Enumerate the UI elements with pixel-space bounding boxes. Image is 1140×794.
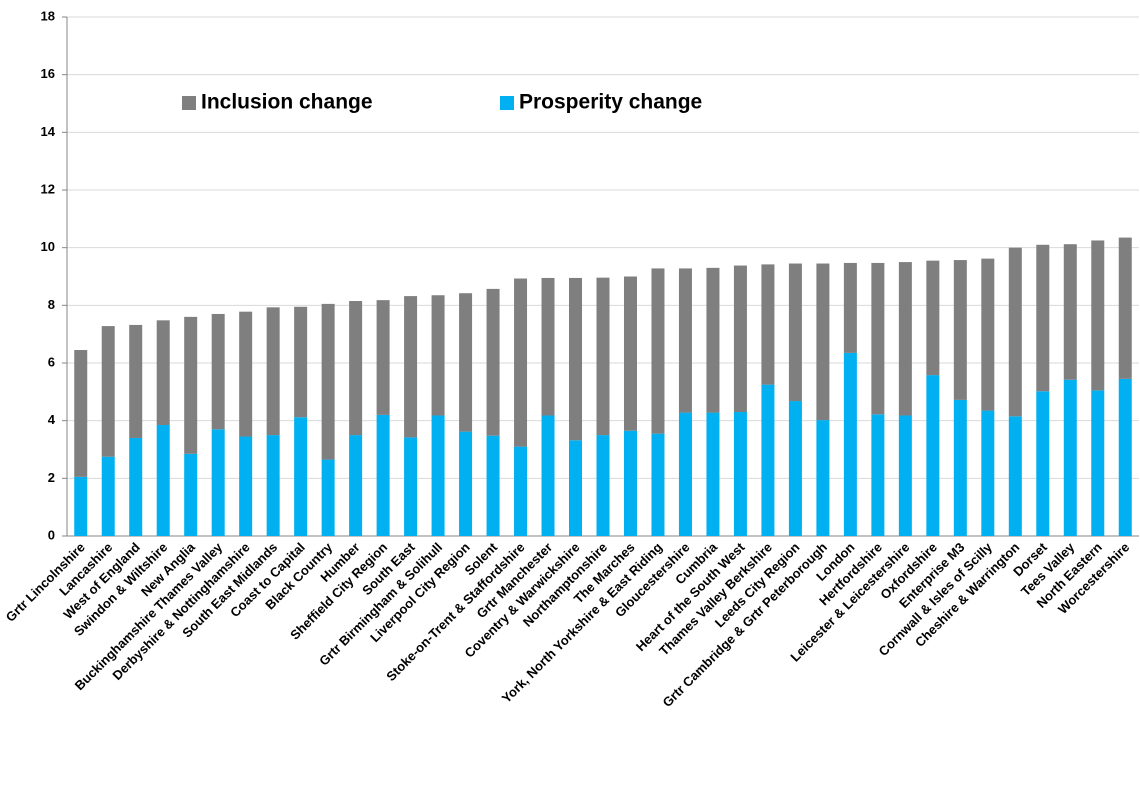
legend-swatch (182, 96, 196, 110)
bar-segment (898, 262, 912, 416)
bar-segment (101, 326, 115, 457)
bar-segment (788, 263, 802, 402)
bar-segment (294, 306, 308, 418)
bar-segment (404, 437, 418, 536)
bar-segment (788, 401, 802, 536)
y-tick-label: 16 (41, 66, 55, 81)
bar-segment (569, 440, 583, 536)
bar-segment (376, 414, 390, 536)
bar-segment (74, 350, 88, 477)
y-tick-label: 18 (41, 8, 55, 23)
y-tick-label: 0 (48, 527, 55, 542)
bar-segment (953, 399, 967, 536)
bar-segment (376, 300, 390, 415)
bar-segment (1063, 244, 1077, 380)
bar-segment (596, 277, 610, 436)
bar-segment (678, 412, 692, 536)
bar-segment (294, 417, 308, 536)
bar-segment (321, 303, 335, 460)
bar-segment (596, 435, 610, 536)
bar-segment (184, 316, 198, 454)
bar-segment (926, 260, 940, 376)
y-tick-label: 2 (48, 470, 55, 485)
bar-segment (706, 267, 720, 413)
bar-segment (459, 431, 473, 536)
bar-segment (1036, 391, 1050, 536)
bar-segment (926, 375, 940, 536)
bar-segment (184, 453, 198, 536)
bar-segment (431, 295, 445, 416)
bar-segment (1008, 247, 1022, 417)
bar-segment (761, 264, 775, 385)
bar-segment (816, 420, 830, 536)
bar-segment (953, 260, 967, 400)
bar-segment (898, 415, 912, 536)
bar-segment (349, 301, 363, 436)
bar-segment (1118, 378, 1132, 536)
legend-label: Prosperity change (519, 91, 702, 114)
bar-segment (404, 296, 418, 438)
bar-segment (541, 415, 555, 536)
bar-segment (1091, 390, 1105, 536)
bar-segment (678, 268, 692, 413)
bar-segment (816, 263, 830, 421)
bar-segment (981, 410, 995, 536)
bar-segment (733, 265, 747, 413)
bar-segment (129, 437, 143, 536)
bar-segment (74, 476, 88, 536)
bar-segment (514, 446, 528, 536)
bar-segment (541, 277, 555, 416)
bar-segment (651, 433, 665, 536)
bar-segment (1008, 416, 1022, 536)
legend-label: Inclusion change (201, 91, 373, 114)
bar-segment (239, 311, 253, 437)
bar-segment (129, 324, 143, 438)
legend-swatch (500, 96, 514, 110)
bar-segment (266, 307, 280, 436)
bar-segment (321, 459, 335, 536)
bar-segment (459, 293, 473, 432)
y-tick-label: 6 (48, 354, 55, 369)
bar-segment (156, 320, 170, 425)
bar-segment (871, 262, 885, 415)
bar-segment (1091, 240, 1105, 391)
bar-segment (514, 278, 528, 447)
bar-segment (843, 352, 857, 536)
bar-segment (486, 288, 500, 436)
bar-segment (623, 276, 637, 431)
bar-segment (651, 268, 665, 434)
bar-segment (211, 429, 225, 536)
y-tick-label: 12 (41, 181, 55, 196)
bar-segment (623, 430, 637, 536)
bar-segment (1036, 244, 1050, 392)
bar-segment (569, 277, 583, 441)
bar-segment (211, 313, 225, 430)
bar-segment (1118, 237, 1132, 379)
bar-segment (239, 436, 253, 536)
bar-segment (843, 262, 857, 353)
bar-segment (266, 435, 280, 536)
bar-segment (706, 412, 720, 536)
y-tick-label: 10 (41, 239, 55, 254)
y-tick-label: 4 (48, 412, 56, 427)
y-tick-label: 8 (48, 297, 55, 312)
bar-segment (156, 424, 170, 536)
bar-segment (761, 384, 775, 536)
bar-segment (486, 435, 500, 536)
bar-segment (733, 412, 747, 536)
bar-segment (871, 414, 885, 536)
bar-segment (1063, 379, 1077, 536)
bar-segment (349, 435, 363, 536)
bar-segment (101, 456, 115, 536)
bar-segment (431, 415, 445, 536)
bar-segment (981, 258, 995, 411)
y-tick-label: 14 (41, 124, 56, 139)
